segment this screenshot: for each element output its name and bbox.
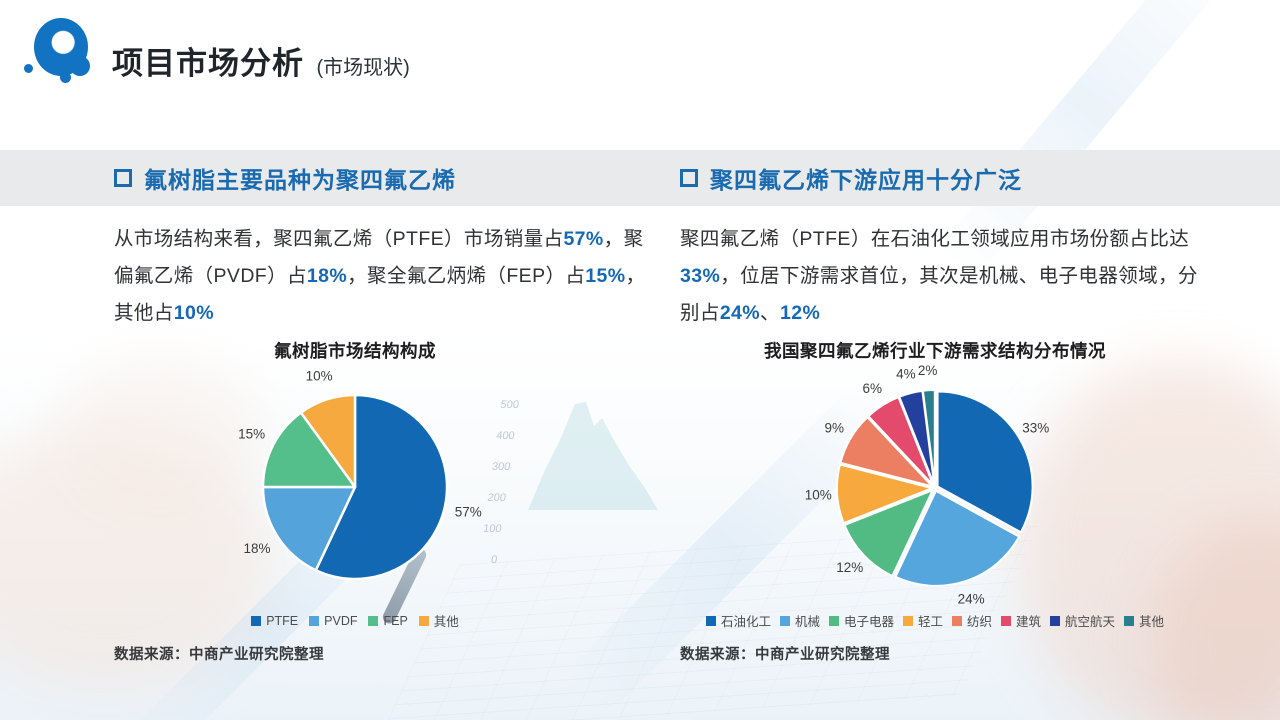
pie-chart-fluororesin-market: 57% 18% 15% 10% — [238, 369, 482, 581]
section-heading-left: 氟树脂主要品种为聚四氟乙烯 — [114, 150, 456, 206]
legend-swatch-icon — [1124, 615, 1135, 626]
pie-label-机械: 24% — [958, 591, 985, 606]
legend-label: 建筑 — [1016, 615, 1042, 629]
legend-label: PTFE — [266, 613, 299, 628]
paragraph-text: 、 — [760, 302, 780, 324]
highlight-percentage: 10% — [173, 302, 214, 324]
pie-slice-FEP — [261, 411, 357, 489]
paragraph-text: 从市场结构来看，聚四氟乙烯（PTFE）市场销量占 — [114, 228, 564, 250]
logo-tail — [70, 56, 90, 76]
pie-label-PTFE: 57% — [455, 504, 482, 519]
pie-label-轻工: 10% — [805, 487, 832, 502]
legend-swatch-icon — [902, 615, 913, 626]
legend-label: 机械 — [794, 615, 820, 629]
legend-label: PVDF — [324, 613, 358, 628]
pie-label-建筑: 6% — [863, 381, 883, 396]
highlight-percentage: 18% — [306, 265, 348, 287]
paragraph-text: ，其他占 — [114, 265, 646, 324]
paragraph-text: ，聚偏氟乙烯（PVDF）占 — [114, 228, 644, 287]
square-bullet-icon — [680, 169, 698, 187]
pie-label-FEP: 15% — [238, 426, 265, 441]
legend-item-航空航天: 航空航天 — [1050, 611, 1115, 630]
paragraph-left: 从市场结构来看，聚四氟乙烯（PTFE）市场销量占57%，聚偏氟乙烯（PVDF）占… — [114, 221, 646, 332]
legend-label: 石油化工 — [720, 615, 771, 629]
pie-slice-电子电器 — [843, 489, 934, 578]
legend-swatch-icon — [705, 615, 716, 626]
legend-swatch-icon — [952, 615, 962, 626]
square-bullet-icon — [114, 169, 132, 187]
data-source-right: 数据来源：中商产业研究院整理 — [680, 647, 890, 663]
legend-item-纺织: 纺织 — [952, 611, 992, 630]
section-heading-left-label: 氟树脂主要品种为聚四氟乙烯 — [144, 167, 456, 193]
legend-right: 石油化工 机械 电子电器 轻工 纺织 建筑 航空航天 其他 — [670, 611, 1200, 630]
legend-label: 轻工 — [917, 615, 943, 629]
company-logo-q-icon — [24, 14, 100, 96]
pie-label-其他: 10% — [306, 369, 333, 384]
legend-item-轻工: 轻工 — [902, 611, 943, 630]
pie-label-纺织: 9% — [825, 420, 845, 435]
section-heading-right: 聚四氟乙烯下游应用十分广泛 — [680, 150, 1022, 206]
highlight-percentage: 33% — [680, 265, 721, 287]
background-area-chart — [528, 402, 658, 510]
pie-label-石油化工: 33% — [1022, 420, 1049, 435]
pie-label-其他: 2% — [918, 363, 938, 378]
legend-item-其他: 其他 — [1124, 611, 1164, 630]
legend-swatch-icon — [418, 615, 429, 626]
chart-title-left: 氟树脂市场结构构成 — [274, 341, 436, 361]
highlight-percentage: 24% — [719, 302, 761, 324]
pie-slice-机械 — [894, 489, 1021, 587]
legend-swatch-icon — [251, 615, 262, 626]
highlight-percentage: 12% — [779, 302, 821, 324]
paragraph-text: 聚四氟乙烯（PTFE）在石油化工领域应用市场份额占比达 — [680, 228, 1190, 250]
pie-slice-石油化工 — [936, 390, 1034, 534]
legend-item-建筑: 建筑 — [1001, 611, 1041, 630]
chart-title-right: 我国聚四氟乙烯行业下游需求结构分布情况 — [764, 341, 1106, 361]
page-title: 项目市场分析 — [112, 46, 304, 81]
paragraph-text: ，位居下游需求首位，其次是机械、电子电器领域，分别占 — [680, 265, 1198, 324]
legend-swatch-icon — [828, 615, 839, 626]
pie-slice-轻工 — [836, 463, 934, 525]
highlight-percentage: 15% — [585, 265, 626, 287]
legend-item-PTFE: PTFE — [251, 614, 298, 628]
legend-label: 其他 — [1139, 615, 1165, 629]
legend-item-PVDF: PVDF — [309, 614, 357, 628]
legend-left: PTFE PVDF FEP 其他 — [115, 611, 595, 630]
legend-label: 纺织 — [967, 615, 993, 629]
section-heading-right-label: 聚四氟乙烯下游应用十分广泛 — [710, 167, 1022, 193]
pie-slice-纺织 — [839, 416, 934, 488]
legend-item-电子电器: 电子电器 — [828, 611, 894, 630]
header: 项目市场分析 (市场现状) — [112, 38, 410, 83]
legend-swatch-icon — [309, 615, 320, 626]
legend-label: 航空航天 — [1065, 615, 1116, 629]
page-subtitle: (市场现状) — [316, 57, 410, 79]
highlight-percentage: 57% — [563, 228, 604, 250]
legend-item-其他: 其他 — [418, 611, 459, 630]
pie-slice-其他 — [299, 393, 357, 489]
section-band — [0, 150, 1280, 206]
legend-swatch-icon — [368, 615, 379, 626]
legend-label: 其他 — [433, 615, 459, 629]
legend-swatch-icon — [779, 615, 790, 626]
pie-label-电子电器: 12% — [836, 560, 863, 575]
pie-label-航空航天: 4% — [896, 367, 916, 382]
pie-slice-PTFE — [314, 393, 449, 581]
pie-chart-ptfe-downstream: 33% 24% 12% 10% 9% 6% 4% 2% — [805, 363, 1050, 606]
legend-item-机械: 机械 — [779, 611, 820, 630]
paragraph-right: 聚四氟乙烯（PTFE）在石油化工领域应用市场份额占比达 33%，位居下游需求首位，… — [680, 221, 1204, 332]
legend-swatch-icon — [1050, 615, 1061, 626]
pie-slice-PVDF — [261, 485, 357, 572]
paragraph-text: ，聚全氟乙炳烯（FEP）占 — [347, 265, 586, 287]
pie-slice-其他 — [921, 389, 936, 487]
legend-swatch-icon — [1001, 615, 1012, 626]
logo-dot — [24, 64, 33, 73]
logo-drip — [60, 72, 71, 83]
legend-label: FEP — [383, 613, 408, 628]
data-source-left: 数据来源：中商产业研究院整理 — [114, 647, 324, 663]
legend-label: 电子电器 — [843, 615, 894, 629]
pie-label-PVDF: 18% — [244, 541, 271, 556]
legend-item-石油化工: 石油化工 — [705, 611, 771, 630]
legend-item-FEP: FEP — [368, 613, 408, 628]
